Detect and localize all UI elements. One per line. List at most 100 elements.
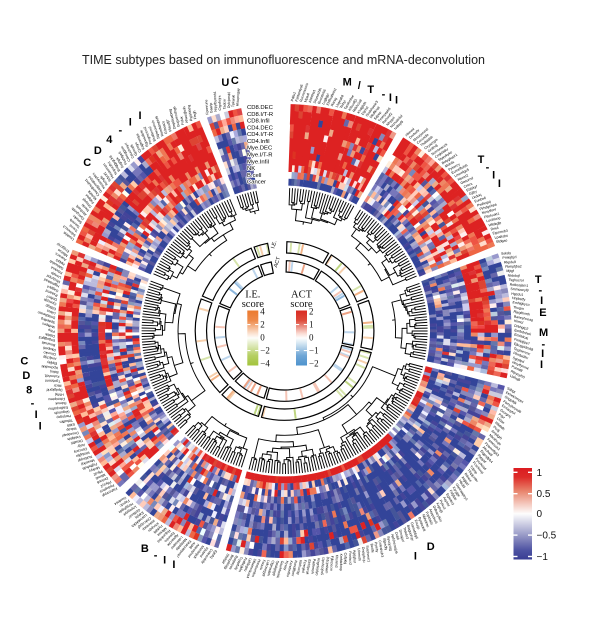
- svg-text:I: I: [389, 92, 392, 104]
- svg-text:I.E.: I.E.: [245, 290, 260, 301]
- svg-text:Spdedlcg: Spdedlcg: [40, 316, 55, 324]
- svg-text:Nesytfenr: Nesytfenr: [481, 207, 497, 215]
- svg-text:Ssksly: Ssksly: [501, 251, 512, 256]
- svg-text:Tadcnr: Tadcnr: [223, 98, 227, 109]
- svg-text:I: I: [540, 295, 543, 307]
- svg-text:Sdyep: Sdyep: [373, 111, 382, 121]
- svg-text:Pymlty: Pymlty: [374, 542, 379, 553]
- svg-text:Ddcpsbam: Ddcpsbam: [325, 557, 330, 574]
- svg-text:Ltaokhtt: Ltaokhtt: [63, 231, 75, 242]
- svg-text:Ryjahkkhg: Ryjahkkhg: [187, 104, 193, 121]
- svg-text:−2: −2: [260, 346, 270, 356]
- svg-text:Amijchjg: Amijchjg: [43, 355, 57, 361]
- svg-text:−4: −4: [260, 359, 270, 369]
- svg-text:Msciynpd: Msciynpd: [46, 274, 61, 284]
- svg-text:Rkopei6: Rkopei6: [43, 346, 56, 352]
- svg-text:Smmcseyl9: Smmcseyl9: [510, 287, 528, 292]
- svg-text:Fbmpfjba2: Fbmpfjba2: [505, 264, 522, 268]
- svg-text:Sdyot1: Sdyot1: [103, 171, 112, 182]
- svg-text:Eitll9: Eitll9: [67, 422, 75, 427]
- svg-text:Tpkunkl: Tpkunkl: [231, 95, 235, 108]
- svg-text:Pmlejbjcl: Pmlejbjcl: [502, 255, 516, 260]
- svg-text:Pmgmcsm2: Pmgmcsm2: [143, 126, 153, 145]
- svg-text:Mckds: Mckds: [444, 160, 455, 169]
- svg-text:Nckbuygt: Nckbuygt: [77, 454, 92, 462]
- svg-text:Eumeffufo6: Eumeffufo6: [451, 163, 469, 175]
- svg-text:−1: −1: [537, 552, 549, 563]
- svg-text:I: I: [138, 110, 141, 122]
- svg-text:-: -: [118, 125, 122, 137]
- svg-text:Engugjgn3: Engugjgn3: [38, 335, 55, 343]
- svg-text:Dneil: Dneil: [490, 226, 499, 231]
- svg-text:T: T: [478, 154, 485, 166]
- svg-text:Ttslckr3: Ttslckr3: [402, 527, 409, 540]
- svg-text:I: I: [39, 420, 42, 432]
- svg-text:ACT: ACT: [273, 256, 282, 269]
- svg-text:B: B: [141, 543, 149, 555]
- svg-text:Pykercy: Pykercy: [448, 162, 461, 172]
- svg-text:ACT: ACT: [291, 290, 313, 301]
- svg-text:Dmltdkeaco: Dmltdkeaco: [37, 310, 56, 320]
- svg-text:Mjtgf: Mjtgf: [506, 269, 514, 273]
- svg-text:Psdiioguj: Psdiioguj: [477, 199, 492, 207]
- svg-text:Fttefuukt1: Fttefuukt1: [484, 212, 500, 220]
- svg-text:D: D: [94, 145, 102, 157]
- svg-text:Akuhai8: Akuhai8: [482, 445, 494, 457]
- svg-text:Flfidtdh: Flfidtdh: [494, 421, 506, 431]
- svg-text:Syscjcidg: Syscjcidg: [386, 536, 393, 551]
- svg-text:Ejkugpkfmk8: Ejkugpkfmk8: [513, 342, 533, 352]
- svg-text:Lmrrnfgu5: Lmrrnfgu5: [454, 167, 470, 178]
- svg-text:Elpljay: Elpljay: [46, 360, 57, 365]
- svg-text:Fkshfga5: Fkshfga5: [118, 151, 128, 166]
- svg-text:Sutchmm1: Sutchmm1: [365, 545, 371, 562]
- svg-text:I: I: [163, 554, 166, 566]
- svg-text:Pumtdll: Pumtdll: [511, 365, 523, 374]
- svg-text:C: C: [83, 157, 91, 169]
- svg-text:CD8.I/T-R: CD8.I/T-R: [247, 112, 273, 118]
- svg-text:Prjyr: Prjyr: [498, 412, 507, 420]
- svg-text:Rarsg: Rarsg: [330, 97, 338, 107]
- svg-text:Gagpy4: Gagpy4: [46, 284, 59, 293]
- svg-text:Fmfeijipe7: Fmfeijipe7: [514, 337, 531, 346]
- svg-text:CD4.DEC: CD4.DEC: [247, 125, 274, 131]
- svg-text:Pfjcd2: Pfjcd2: [93, 469, 104, 476]
- svg-text:Gjlby: Gjlby: [468, 189, 477, 196]
- svg-text:8: 8: [26, 385, 32, 397]
- svg-text:Dmisjarl: Dmisjarl: [398, 529, 405, 542]
- svg-text:Fcreojisl: Fcreojisl: [301, 559, 307, 573]
- svg-text:Baneyhceag: Baneyhceag: [513, 314, 533, 322]
- svg-text:Ejthfcj: Ejthfcj: [209, 549, 218, 559]
- svg-text:Gesurnd: Gesurnd: [460, 176, 474, 185]
- svg-text:Hnmbumkm: Hnmbumkm: [251, 559, 262, 578]
- svg-text:Bincphlojg: Bincphlojg: [223, 554, 234, 570]
- svg-text:Lfdae: Lfdae: [496, 416, 505, 425]
- svg-text:Bytdootr8: Bytdootr8: [417, 517, 426, 532]
- svg-text:Nbhoksu: Nbhoksu: [421, 514, 430, 528]
- svg-text:Rucmmuoris: Rucmmuoris: [299, 82, 309, 102]
- svg-text:CD8.Infil: CD8.Infil: [247, 119, 270, 125]
- svg-text:Hgjtmbkad: Hgjtmbkad: [43, 277, 60, 288]
- svg-text:1: 1: [537, 468, 543, 479]
- svg-text:M: M: [343, 77, 352, 89]
- svg-text:Fabpiui: Fabpiui: [84, 193, 95, 204]
- svg-text:Fauuiu: Fauuiu: [259, 559, 266, 570]
- svg-text:Agrjgbur: Agrjgbur: [352, 550, 357, 564]
- svg-text:Etjchd: Etjchd: [361, 106, 370, 116]
- svg-text:Klfuudfj1: Klfuudfj1: [348, 98, 359, 112]
- svg-text:Dlrtaift6: Dlrtaift6: [70, 438, 83, 445]
- svg-text:2: 2: [260, 320, 265, 330]
- svg-text:Tamkmfoe: Tamkmfoe: [343, 94, 355, 110]
- svg-text:Kuhmhd1: Kuhmhd1: [44, 374, 59, 379]
- svg-text:Bucnttrki6: Bucnttrki6: [317, 89, 327, 105]
- svg-text:Dorhubr: Dorhubr: [408, 128, 421, 140]
- svg-text:Rotbsojam1: Rotbsojam1: [510, 283, 529, 288]
- svg-text:-: -: [31, 397, 35, 409]
- svg-text:Ftsgh: Ftsgh: [192, 110, 197, 119]
- svg-text:Dmlou6: Dmlou6: [96, 476, 109, 485]
- svg-text:−1: −1: [309, 346, 319, 356]
- svg-text:Tgoiysunt: Tgoiysunt: [45, 379, 60, 384]
- svg-text:Drbhgtp2: Drbhgtp2: [514, 324, 529, 331]
- svg-text:T: T: [367, 84, 374, 96]
- svg-text:score: score: [242, 299, 264, 310]
- svg-text:Rfpysyfs5: Rfpysyfs5: [510, 369, 526, 379]
